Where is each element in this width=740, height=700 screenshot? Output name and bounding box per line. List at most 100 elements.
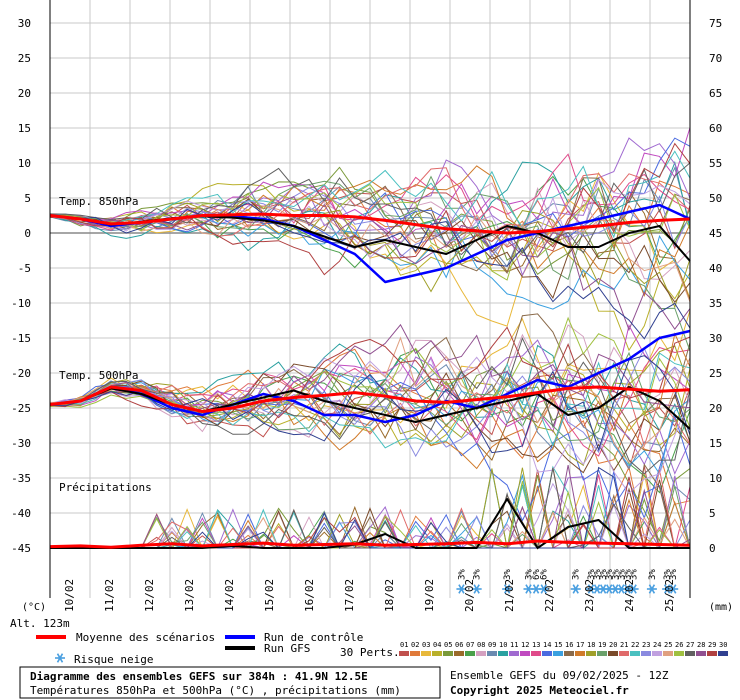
pert-legend-number: 22	[631, 641, 639, 649]
pert-legend-swatch	[718, 651, 728, 656]
y-left-tick: -10	[11, 297, 31, 310]
ensemble-member-t500	[49, 363, 691, 474]
perturbation-legend: 01 02 03 04 05 06 07 08 09 10 11 12 13 14 15 16 17 18 19 20…	[399, 641, 728, 656]
mean-line-precip	[49, 539, 691, 549]
snowflake-icon	[55, 653, 65, 663]
ensemble-member-t500	[49, 370, 691, 448]
snow-risk-label: 3%	[669, 569, 679, 580]
y-right-tick: 20	[709, 402, 722, 415]
pert-legend-swatch	[421, 651, 431, 656]
y-left-tick: -15	[11, 332, 31, 345]
pert-legend-swatch	[630, 651, 640, 656]
pert-legend-swatch	[399, 651, 409, 656]
mean-line-t850	[49, 212, 691, 235]
legend-control-label: Run de contrôle	[264, 631, 363, 644]
y-left-tick: -40	[11, 507, 31, 520]
control-line-t500	[49, 329, 691, 424]
y-right-tick: 25	[709, 367, 722, 380]
x-date-tick: 12/02	[143, 579, 156, 612]
pert-legend-number: 21	[620, 641, 628, 649]
snow-risk-label: 3%	[617, 569, 627, 580]
pert-legend-number: 03	[422, 641, 430, 649]
pert-legend-swatch	[619, 651, 629, 656]
y-left-tick: 25	[18, 52, 31, 65]
snowflake-center	[589, 587, 593, 591]
x-date-ticks: 10/02 11/02 12/02 13/02 14/02 15/02 16/02 17/02…	[63, 579, 676, 612]
pert-legend-swatch	[509, 651, 519, 656]
snow-risk-label: 3%	[503, 569, 513, 580]
y-right-tick: 10	[709, 472, 722, 485]
ensemble-member-t850	[49, 142, 691, 276]
pert-legend-number: 27	[686, 641, 694, 649]
ensemble-member-t850	[49, 187, 691, 258]
pert-legend-number: 06	[455, 641, 463, 649]
snowflake-icon	[622, 584, 633, 594]
pert-legend-swatch	[498, 651, 508, 656]
pert-legend-swatch	[652, 651, 662, 656]
ensemble-member-t850	[49, 179, 691, 259]
pert-legend-number: 18	[587, 641, 595, 649]
y-right-tick: 5	[709, 507, 716, 520]
snowflake-center	[613, 587, 617, 591]
pert-legend-swatch	[432, 651, 442, 656]
title-box	[19, 666, 441, 699]
pert-legend-swatch	[410, 651, 420, 656]
y-left-ticks: 30 25 20 15 10 5 0 -5 -10 -15 -20 -25 -30 -35 -40 -45	[11, 17, 31, 555]
ensemble-member-t500	[49, 343, 691, 442]
y-left-tick: -30	[11, 437, 31, 450]
y-right-tick: 50	[709, 192, 722, 205]
pert-legend-swatch	[685, 651, 695, 656]
snowflake-center	[542, 587, 546, 591]
snow-risk-label: 3%	[599, 569, 609, 580]
snowflake-center	[475, 587, 479, 591]
snow-risk-label: 3%	[473, 569, 483, 580]
y-right-tick: 60	[709, 122, 722, 135]
x-date-tick: 25/02	[663, 579, 676, 612]
ensemble-member-t850	[49, 165, 691, 297]
ensemble-member-t850	[49, 137, 691, 250]
snowflake-center	[459, 587, 464, 591]
pert-legend-swatch	[531, 651, 541, 656]
pert-legend-swatch	[476, 651, 486, 656]
pert-legend-number: 08	[477, 641, 485, 649]
pert-legend-swatch	[674, 651, 684, 656]
x-date-tick: 20/02	[463, 579, 476, 612]
legend-perts-title: 30 Perts.	[340, 646, 400, 659]
snowflake-center	[650, 587, 654, 591]
pert-legend-number: 23	[642, 641, 650, 649]
main-series	[49, 203, 691, 549]
x-date-tick: 15/02	[263, 579, 276, 612]
pert-legend-swatch	[663, 651, 673, 656]
snowflake-icon	[628, 584, 639, 594]
y-left-tick: -45	[11, 542, 31, 555]
ensemble-member-t500	[49, 356, 691, 494]
pert-legend-swatch	[443, 651, 453, 656]
pert-legend-swatch	[707, 651, 717, 656]
pert-legend-number: 09	[488, 641, 496, 649]
x-date-tick: 19/02	[423, 579, 436, 612]
snow-risk-label: 3%	[630, 569, 640, 580]
legend-mean-label: Moyenne des scénarios	[76, 631, 215, 644]
snow-risk-label: 3%	[611, 569, 621, 580]
snow-risk-label: 3%	[593, 569, 603, 580]
y-right-tick: 45	[709, 227, 722, 240]
snowflake-center	[505, 587, 509, 591]
snow-risk-label: 6%	[532, 569, 542, 580]
snowflake-icon	[610, 584, 621, 594]
y-right-tick: 35	[709, 297, 722, 310]
pert-legend-number: 11	[510, 641, 518, 649]
left-axis-unit: (°C)	[22, 602, 46, 613]
x-date-tick: 16/02	[303, 579, 316, 612]
ensemble-member-t500	[49, 345, 691, 467]
legend-snow-icon	[55, 653, 65, 663]
y-left-tick: 15	[18, 122, 31, 135]
y-right-tick: 55	[709, 157, 722, 170]
legend-gfs-label: Run GFS	[264, 642, 310, 655]
pert-legend-number: 25	[664, 641, 672, 649]
snow-risk-label: 3%	[587, 569, 597, 580]
x-date-tick: 17/02	[343, 579, 356, 612]
pert-legend-swatch	[553, 651, 563, 656]
snowflake-center	[574, 587, 578, 591]
y-right-tick: 40	[709, 262, 722, 275]
right-axis-unit: (mm)	[709, 602, 733, 613]
